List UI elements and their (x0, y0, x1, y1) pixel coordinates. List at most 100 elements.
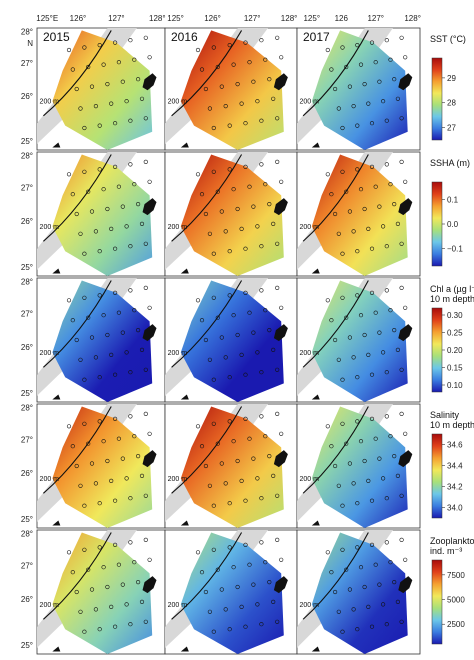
station-marker (82, 629, 87, 634)
station-marker (203, 337, 208, 343)
station-marker (203, 211, 208, 217)
station-marker (362, 81, 367, 87)
station-marker (227, 375, 232, 380)
station-marker (132, 434, 137, 439)
station-marker (384, 244, 389, 249)
map-panel-zooplankton-2016: 200 m (164, 529, 298, 655)
map-panel-sst-2017: 200 m 2017 (296, 27, 421, 151)
longitude-tick-label: 127° (244, 14, 261, 23)
station-marker (399, 367, 404, 372)
latitude-tick-label: 26° (21, 92, 33, 101)
isobath-label: 200 m (40, 224, 60, 231)
station-marker (139, 599, 145, 605)
station-marker (147, 179, 152, 184)
station-marker (381, 602, 386, 607)
station-marker (231, 313, 236, 318)
station-marker (101, 62, 106, 67)
station-marker (395, 221, 401, 226)
station-marker (82, 295, 87, 300)
station-marker (271, 221, 276, 226)
station-marker (105, 332, 110, 338)
colorbar-tick-label: 29 (447, 74, 456, 83)
colorbars: SST (°C) 29 28 27 SSHA (m) 0.1 0.0 −0.1 Chl a (µ… (430, 34, 474, 645)
isobath-label: 200 m (40, 476, 60, 483)
station-marker (223, 103, 228, 109)
station-marker (93, 103, 98, 109)
station-marker (355, 375, 360, 380)
station-marker (340, 169, 345, 174)
station-marker (112, 498, 118, 503)
station-marker (105, 458, 110, 464)
station-marker (109, 352, 114, 358)
station-marker (120, 582, 125, 587)
station-marker (392, 454, 397, 459)
station-marker (143, 619, 148, 624)
colorbar-tick-label: 0.0 (447, 220, 459, 229)
map-panel-ssha-2016: 200 m (164, 151, 298, 277)
station-marker (373, 310, 378, 315)
station-marker (347, 335, 353, 340)
station-marker (336, 357, 341, 362)
station-marker (116, 60, 121, 65)
station-marker (195, 424, 201, 429)
island-shape (180, 142, 189, 148)
station-marker (369, 624, 375, 629)
station-marker (377, 582, 382, 587)
map-panel-zooplankton-2017: 200 m (296, 529, 421, 655)
station-marker (239, 226, 244, 231)
station-marker (355, 123, 360, 128)
station-marker (399, 493, 404, 498)
station-marker (235, 332, 240, 338)
station-marker (227, 123, 232, 128)
station-marker (333, 211, 338, 217)
colorbar-title: SST (°C) (430, 34, 466, 44)
station-marker (388, 57, 393, 62)
station-marker (395, 96, 401, 101)
interpolated-field (180, 280, 284, 402)
station-marker (329, 67, 334, 72)
station-marker (325, 47, 330, 53)
interpolated-field (52, 532, 153, 654)
station-marker (147, 55, 152, 60)
longitude-tick-label: 128° (281, 14, 298, 23)
station-marker (340, 547, 345, 552)
colorbar-tick-label: 34.0 (447, 504, 463, 513)
station-marker (263, 182, 268, 187)
station-marker (147, 557, 152, 562)
station-marker (243, 40, 248, 45)
station-marker (231, 187, 236, 192)
island-shape (142, 576, 157, 594)
station-marker (74, 463, 79, 469)
station-marker (97, 42, 102, 48)
station-marker (89, 209, 95, 214)
station-marker (132, 57, 137, 62)
station-marker (355, 627, 360, 632)
colorbar-tick-label: 0.1 (447, 195, 459, 204)
year-label: 2015 (43, 30, 70, 44)
station-marker (195, 550, 201, 555)
station-marker (195, 172, 201, 177)
station-marker (369, 164, 375, 169)
station-marker (384, 622, 389, 627)
longitude-tick-label: 126° (70, 14, 87, 23)
station-marker (366, 226, 371, 231)
station-marker (66, 47, 72, 53)
station-marker (243, 416, 248, 422)
station-marker (116, 184, 121, 189)
station-marker (235, 584, 240, 590)
station-marker (66, 298, 72, 303)
island-shape (273, 198, 288, 216)
station-marker (340, 421, 345, 426)
isobath-200m-line (302, 532, 369, 620)
isobath-label: 200 m (40, 602, 60, 609)
station-marker (219, 461, 224, 466)
station-marker (97, 501, 102, 506)
interpolated-field (311, 280, 408, 402)
latitude-tick-label: 26° (21, 217, 33, 226)
station-marker (384, 540, 389, 545)
isobath-label: 200 m (168, 476, 188, 483)
station-marker (82, 421, 87, 426)
latitude-tick-label: 28° (21, 529, 33, 538)
station-marker (109, 478, 114, 484)
